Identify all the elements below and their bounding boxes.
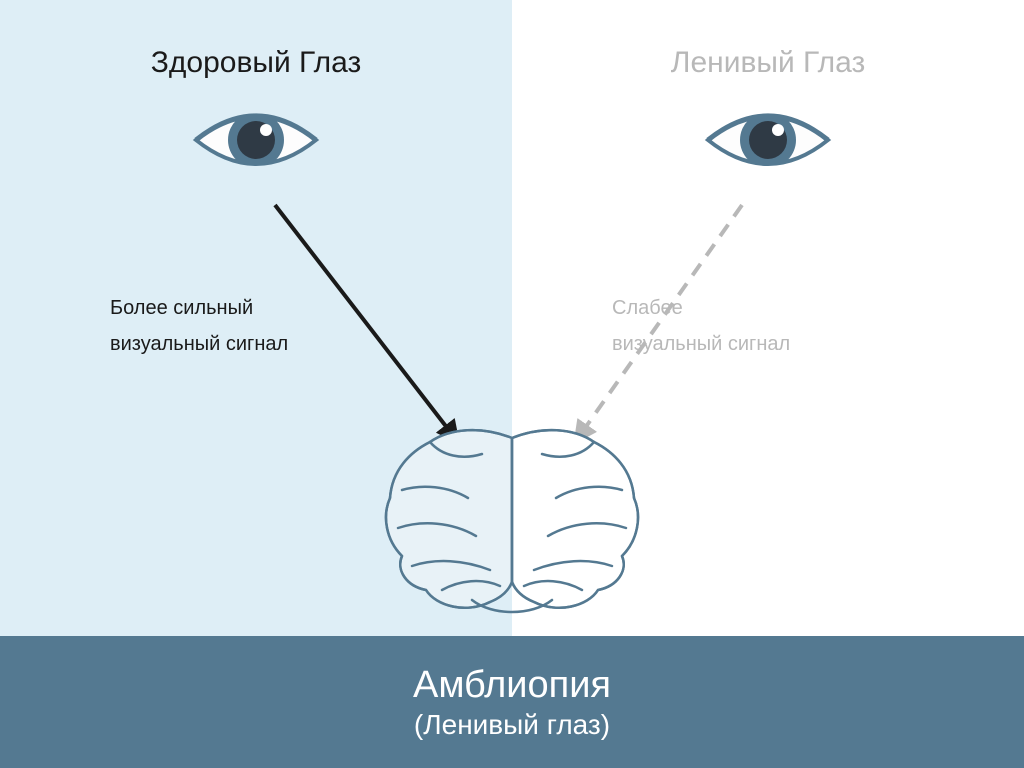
strong-signal-line2: визуальный сигнал	[110, 326, 288, 362]
diagram-title: Амблиопия	[413, 664, 611, 707]
lazy-eye-icon	[512, 100, 1024, 180]
lazy-eye-heading: Ленивый Глаз	[512, 46, 1024, 80]
diagram-subtitle: (Ленивый глаз)	[414, 709, 610, 741]
strong-signal-line1: Более сильный	[110, 290, 288, 326]
weak-signal-label: Слабее визуальный сигнал	[612, 290, 790, 362]
healthy-eye-heading: Здоровый Глаз	[0, 46, 512, 80]
title-footer: Амблиопия (Ленивый глаз)	[0, 636, 1024, 768]
healthy-eye-icon	[0, 100, 512, 180]
brain-icon	[0, 420, 1024, 620]
weak-signal-line1: Слабее	[612, 290, 790, 326]
strong-signal-label: Более сильный визуальный сигнал	[110, 290, 288, 362]
weak-signal-line2: визуальный сигнал	[612, 326, 790, 362]
